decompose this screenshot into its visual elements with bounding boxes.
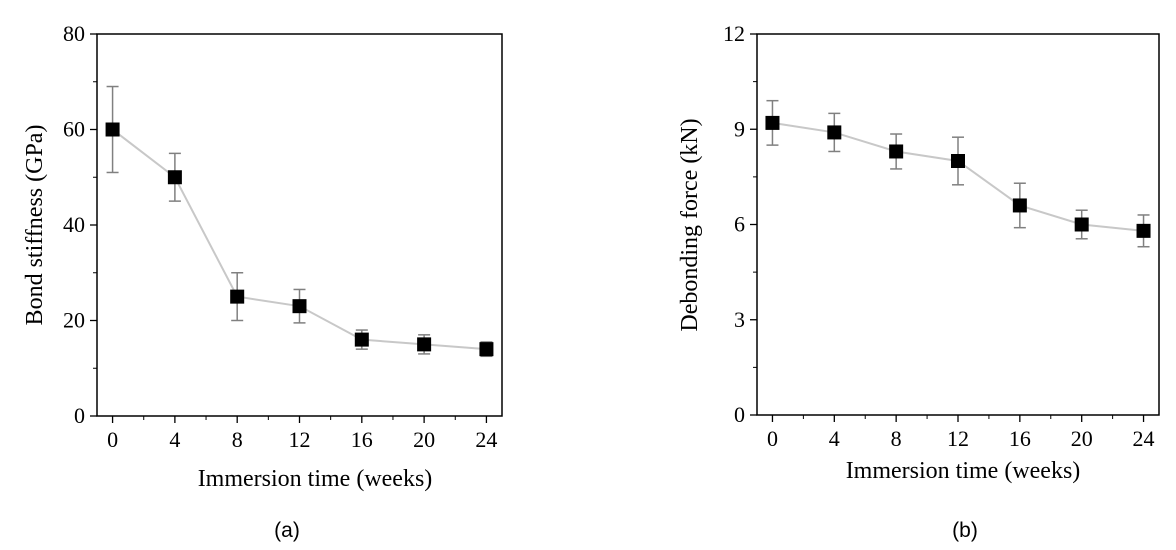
chart-panel-a: 0 20 40 60 80 0 4 8 12 16 20 24 Immersion time (we…	[22, 21, 503, 542]
y-ticks-b: 0 3 6 9 12	[723, 21, 757, 427]
x-tick-label: 20	[413, 427, 435, 452]
series-b	[765, 99, 1151, 248]
data-point-marker	[167, 170, 182, 185]
y-tick-label: 20	[63, 308, 85, 333]
x-tick-label: 4	[169, 427, 180, 452]
x-tick-label: 8	[232, 427, 243, 452]
data-point-marker	[230, 289, 245, 304]
x-tick-label: 4	[829, 426, 840, 451]
x-tick-label: 16	[351, 427, 373, 452]
x-tick-label: 0	[107, 427, 118, 452]
data-point-marker	[354, 332, 369, 347]
y-tick-label: 0	[734, 402, 745, 427]
x-axis-label-b: Immersion time (weeks)	[846, 458, 1081, 484]
x-ticks-a: 0 4 8 12 16 20 24	[107, 416, 497, 452]
y-tick-label: 12	[723, 21, 745, 46]
x-tick-label: 20	[1071, 426, 1093, 451]
chart-panel-b: 0 3 6 9 12 0 4 8 12 16 20 24 Immersion time (weeks…	[677, 21, 1160, 542]
x-tick-label: 12	[947, 426, 969, 451]
y-tick-label: 40	[63, 212, 85, 237]
panel-caption-a: (a)	[274, 519, 300, 542]
y-ticks-a: 0 20 40 60 80	[63, 21, 97, 428]
y-tick-label: 6	[734, 212, 745, 237]
x-tick-label: 8	[891, 426, 902, 451]
data-point-marker	[417, 337, 432, 352]
x-tick-label: 0	[767, 426, 778, 451]
y-tick-label: 60	[63, 117, 85, 142]
y-axis-label-b: Debonding force (kN)	[677, 118, 703, 331]
x-axis-label-a: Immersion time (weeks)	[198, 466, 433, 492]
data-point-marker	[479, 342, 494, 357]
x-tick-label: 12	[289, 427, 311, 452]
x-tick-label: 16	[1009, 426, 1031, 451]
y-tick-label: 80	[63, 21, 85, 46]
plot-frame-a	[96, 33, 503, 417]
y-axis-label-a: Bond stiffness (GPa)	[22, 125, 48, 326]
plot-frame-b	[756, 33, 1160, 416]
y-tick-label: 9	[734, 116, 745, 141]
data-point-marker	[889, 144, 904, 159]
y-tick-label: 3	[734, 307, 745, 332]
data-point-marker	[1012, 198, 1027, 213]
panel-caption-b: (b)	[952, 519, 978, 542]
series-a	[105, 85, 494, 358]
data-point-marker	[827, 125, 842, 140]
x-ticks-b: 0 4 8 12 16 20 24	[767, 415, 1155, 451]
data-point-marker	[292, 299, 307, 314]
x-tick-label: 24	[475, 427, 497, 452]
data-point-marker	[765, 115, 780, 130]
x-tick-label: 24	[1133, 426, 1155, 451]
data-point-marker	[105, 122, 120, 137]
y-tick-label: 0	[74, 403, 85, 428]
data-point-marker	[951, 154, 965, 168]
data-point-marker	[1136, 223, 1151, 238]
data-point-marker	[1074, 217, 1089, 232]
